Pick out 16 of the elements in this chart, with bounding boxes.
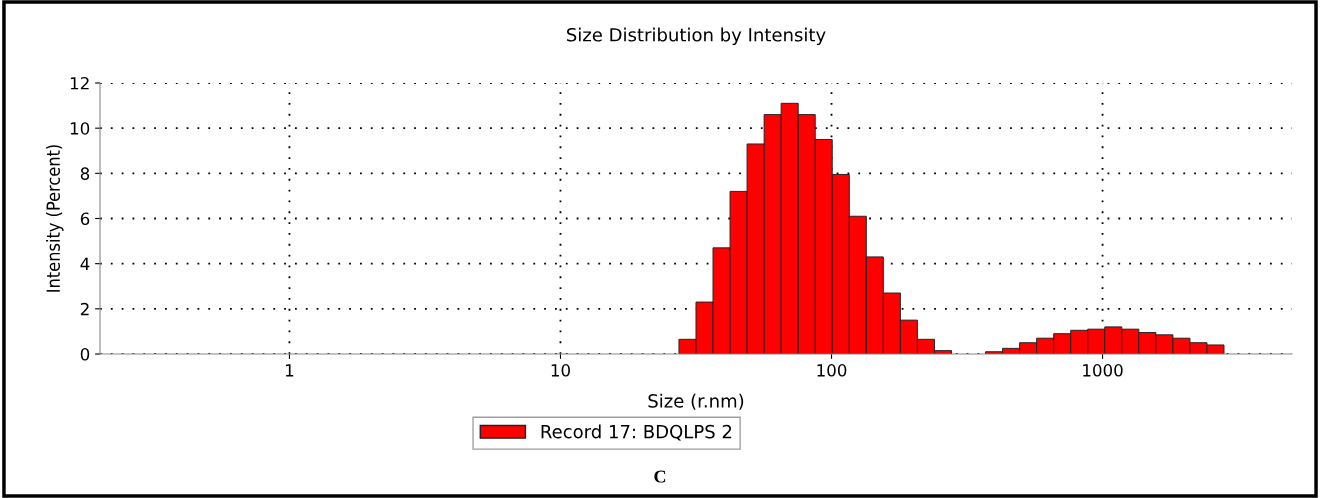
y-tick-label: 10: [70, 122, 90, 135]
y-tick-label: 0: [80, 347, 90, 361]
text: C: [654, 470, 666, 483]
x-tick-label: 100: [817, 364, 847, 377]
y-tick-label: 4: [80, 257, 90, 270]
y-tick-label: 8: [80, 167, 90, 180]
y-tick-label: 12: [70, 76, 89, 90]
y-tick-label: 2: [80, 302, 89, 316]
x-tick-label: 1000: [1083, 364, 1123, 377]
y-axis-title: Intensity (Percent): [46, 145, 64, 292]
chart-title: Size Distribution by Intensity: [567, 27, 826, 46]
x-axis-title: Size (r.nm): [648, 393, 744, 410]
y-tick-label: 6: [80, 212, 90, 226]
x-tick-label: 10: [551, 364, 570, 377]
legend-label: Record 17: BDQLPS 2: [541, 424, 732, 441]
x-tick-label: 1: [285, 364, 294, 377]
